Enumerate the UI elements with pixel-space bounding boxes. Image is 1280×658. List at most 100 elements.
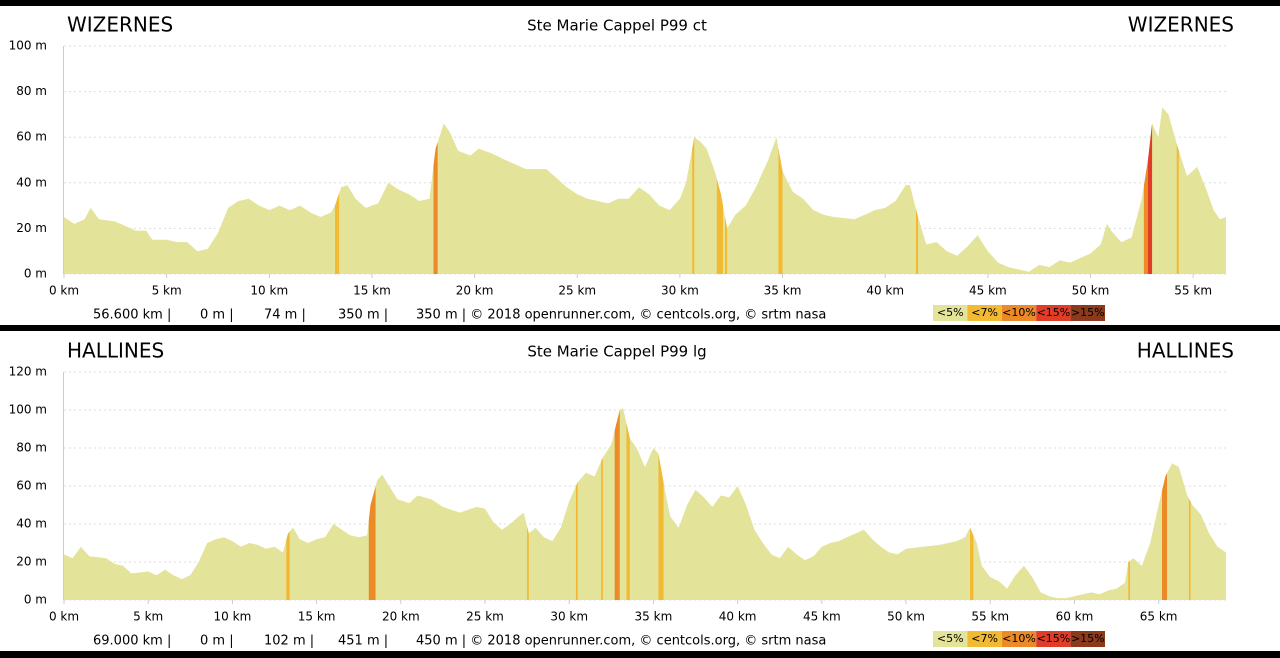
footer-stat: 350 m | [338,308,388,323]
legend-label: <15% [1037,632,1071,645]
steep-section [692,137,695,274]
elevation-area [64,107,1226,274]
steep-section [1143,160,1148,274]
x-tick-label: 45 km [803,610,841,624]
x-tick-label: 20 km [456,284,494,298]
legend-label: <15% [1037,306,1071,319]
footer-stat: 451 m | [338,634,388,649]
steep-section [725,217,728,274]
legend-swatch [1070,305,1105,321]
x-tick-label: 55 km [1174,284,1212,298]
y-tick-label: 40 m [16,175,47,189]
x-tick-label: 40 km [866,284,904,298]
steep-section [1176,144,1179,274]
steep-section [716,179,724,274]
x-tick-label: 55 km [971,610,1009,624]
y-tick-label: 60 m [16,130,47,144]
steep-section [1128,560,1131,600]
legend-label: <5% [937,306,964,319]
steep-section [970,527,974,600]
legend-swatch [933,305,968,321]
legend-label: >15% [1071,632,1105,645]
x-tick-label: 50 km [1072,284,1110,298]
legend-swatch [1036,305,1071,321]
x-tick-label: 5 km [133,610,163,624]
x-tick-label: 25 km [558,284,596,298]
footer-stat: 102 m | [264,634,314,649]
legend-label: <7% [971,306,998,319]
steep-section [1147,123,1153,275]
x-tick-label: 15 km [353,284,391,298]
legend-label: <10% [1002,632,1036,645]
legend-label: <10% [1002,306,1036,319]
x-tick-label: 30 km [550,610,588,624]
steep-section [626,423,630,600]
legend-swatch [933,631,968,647]
steep-section [601,457,603,600]
steep-section [433,142,438,274]
x-tick-label: 0 km [49,610,79,624]
x-tick-label: 40 km [719,610,757,624]
legend-swatch [1036,631,1071,647]
x-tick-label: 0 km [49,284,79,298]
x-tick-label: 20 km [382,610,420,624]
steep-section [527,526,529,600]
y-tick-label: 0 m [24,267,47,281]
x-tick-label: 65 km [1140,610,1178,624]
x-tick-label: 15 km [298,610,336,624]
y-tick-label: 120 m [9,365,47,379]
steep-section [286,531,290,600]
footer-stat: 0 m | [200,308,234,323]
y-tick-label: 40 m [16,517,47,531]
bottom-bar [0,651,1280,658]
x-tick-label: 60 km [1056,610,1094,624]
start-label: WIZERNES [67,13,173,37]
x-tick-label: 35 km [764,284,802,298]
steep-section [778,148,783,274]
x-tick-label: 10 km [250,284,288,298]
legend-swatch [1001,305,1037,321]
y-tick-label: 100 m [9,403,47,417]
steep-section [915,209,919,274]
footer-stat: 56.600 km | [93,308,171,323]
y-tick-label: 20 m [16,221,47,235]
y-tick-label: 100 m [9,39,47,53]
legend-label: <7% [971,632,998,645]
steep-section [575,482,578,600]
end-label: WIZERNES [1128,13,1234,37]
divider-bar [0,325,1280,331]
elevation-area [64,408,1226,600]
chart-title: Ste Marie Cappel P99 ct [527,17,707,35]
start-label: HALLINES [67,339,164,363]
legend-swatch [1001,631,1037,647]
legend-swatch [1070,631,1105,647]
y-tick-label: 80 m [16,441,47,455]
x-tick-label: 35 km [635,610,673,624]
x-tick-label: 5 km [152,284,182,298]
y-tick-label: 80 m [16,84,47,98]
steep-section [368,486,376,600]
steep-section [1162,473,1168,600]
footer-stat: 69.000 km | [93,634,171,649]
top-bar [0,0,1280,6]
legend-label: >15% [1071,306,1105,319]
footer-stat: 74 m | [264,308,306,323]
x-tick-label: 25 km [466,610,504,624]
footer-stat: 0 m | [200,634,234,649]
legend-swatch [967,631,1002,647]
end-label: HALLINES [1137,339,1234,363]
footer-stat: 350 m | © 2018 openrunner.com, © centcol… [416,308,826,323]
y-tick-label: 20 m [16,555,47,569]
steep-section [334,193,340,274]
x-tick-label: 50 km [887,610,925,624]
x-tick-label: 10 km [214,610,252,624]
steep-section [1188,498,1191,600]
steep-section [658,453,664,600]
footer-stat: 450 m | © 2018 openrunner.com, © centcol… [416,634,826,649]
chart-title: Ste Marie Cappel P99 lg [527,343,706,361]
x-tick-label: 45 km [969,284,1007,298]
y-tick-label: 60 m [16,479,47,493]
legend-label: <5% [937,632,964,645]
y-tick-label: 0 m [24,593,47,607]
steep-section [614,410,620,600]
